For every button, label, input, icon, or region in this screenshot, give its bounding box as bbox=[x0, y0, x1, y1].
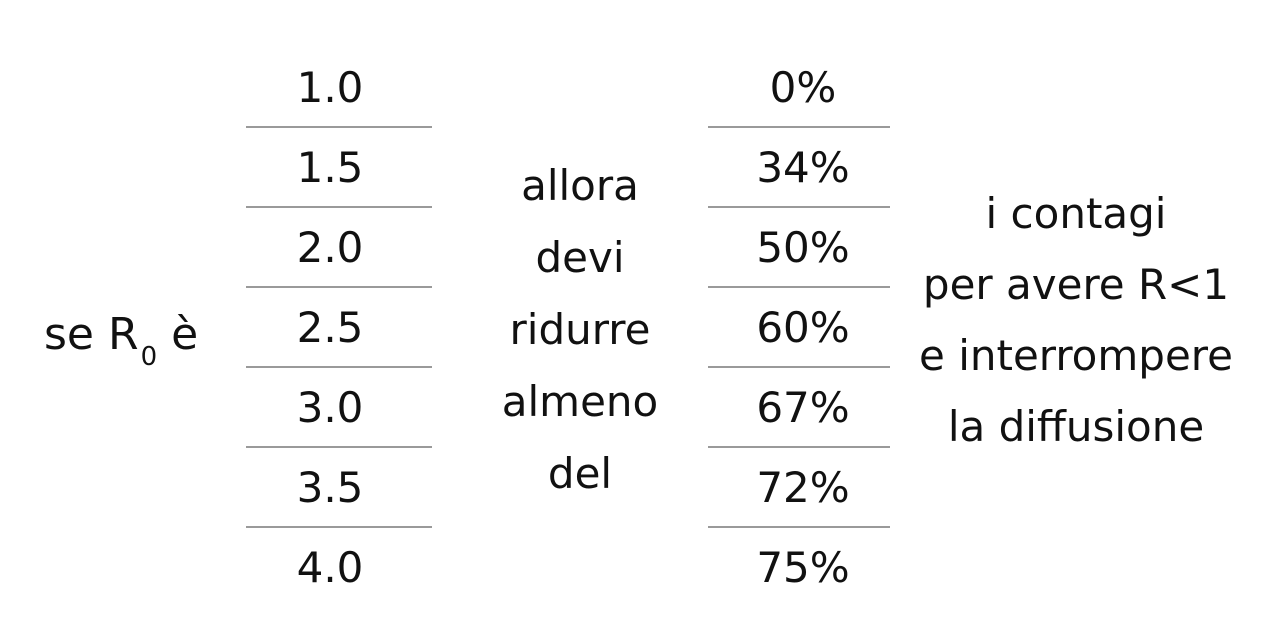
middle-text: allora devi ridurre almeno del bbox=[490, 150, 670, 510]
right-line: i contagi bbox=[985, 189, 1167, 238]
percent-value: 34% bbox=[708, 128, 890, 208]
right-line: per avere R<1 bbox=[922, 260, 1230, 309]
condition-prefix: se R bbox=[44, 309, 139, 360]
percent-value: 67% bbox=[708, 368, 890, 448]
percent-value: 0% bbox=[708, 48, 890, 128]
percent-value: 60% bbox=[708, 288, 890, 368]
middle-line: almeno bbox=[501, 377, 659, 426]
r0-value: 1.0 bbox=[246, 48, 432, 128]
percent-column: 0% 34% 50% 60% 67% 72% 75% bbox=[708, 48, 890, 608]
r0-value: 2.0 bbox=[246, 208, 432, 288]
r0-value: 3.0 bbox=[246, 368, 432, 448]
percent-value: 50% bbox=[708, 208, 890, 288]
right-line: e interrompere bbox=[919, 331, 1233, 380]
r0-subscript: 0 bbox=[140, 342, 158, 372]
percent-value: 72% bbox=[708, 448, 890, 528]
middle-line: del bbox=[547, 449, 613, 498]
middle-line: devi bbox=[535, 233, 625, 282]
r0-value: 1.5 bbox=[246, 128, 432, 208]
middle-line: ridurre bbox=[509, 305, 651, 354]
right-text: i contagi per avere R<1 e interrompere l… bbox=[900, 178, 1252, 462]
middle-line: allora bbox=[521, 161, 639, 210]
r0-value: 2.5 bbox=[246, 288, 432, 368]
right-line: la diffusione bbox=[947, 402, 1205, 451]
percent-value: 75% bbox=[756, 543, 850, 592]
condition-label: se R0 è bbox=[44, 300, 199, 372]
r0-value: 4.0 bbox=[296, 543, 364, 592]
condition-suffix: è bbox=[171, 309, 199, 360]
r0-column: 1.0 1.5 2.0 2.5 3.0 3.5 4.0 bbox=[246, 48, 432, 608]
r0-value: 3.5 bbox=[246, 448, 432, 528]
